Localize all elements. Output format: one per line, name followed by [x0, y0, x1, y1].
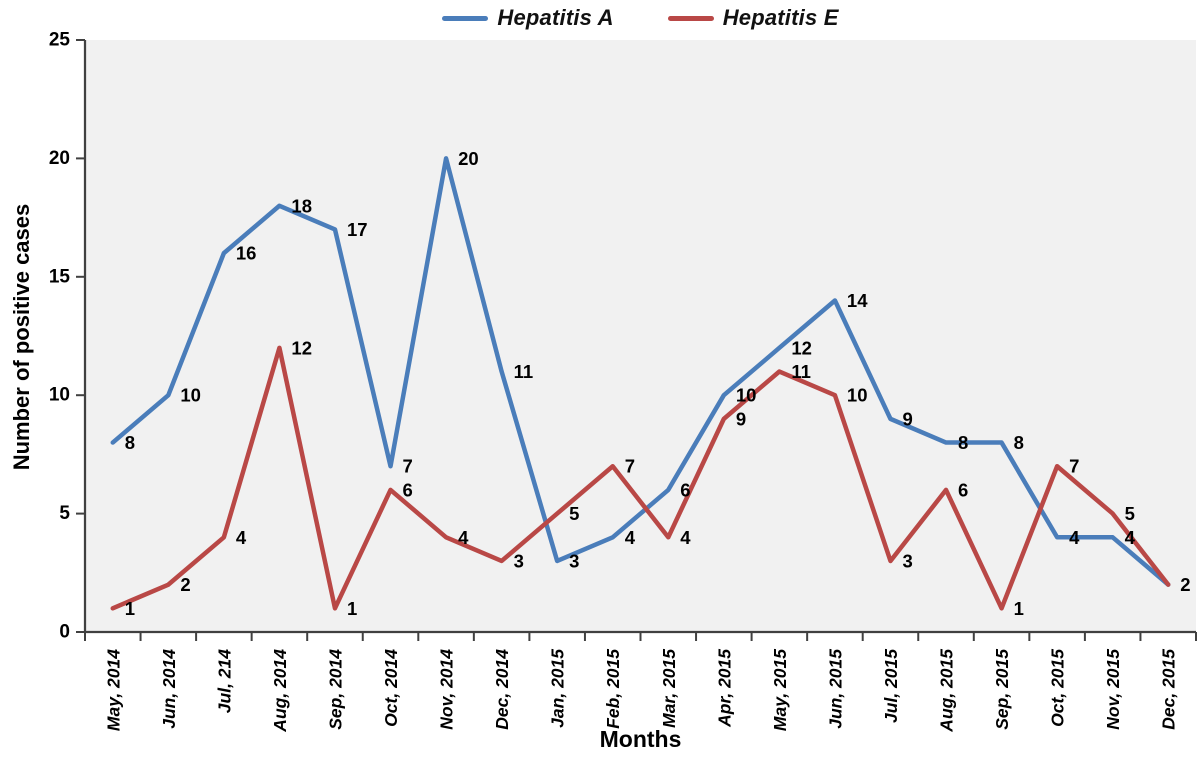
svg-text:Nov, 2015: Nov, 2015 — [1103, 649, 1123, 730]
svg-text:14: 14 — [847, 290, 868, 311]
svg-text:10: 10 — [180, 385, 201, 406]
svg-text:3: 3 — [514, 550, 524, 571]
svg-text:Oct, 2014: Oct, 2014 — [381, 649, 401, 727]
plot-background — [85, 40, 1196, 632]
svg-text:12: 12 — [291, 337, 312, 358]
svg-text:5: 5 — [59, 503, 70, 524]
svg-text:10: 10 — [49, 385, 70, 406]
svg-text:Sep, 2015: Sep, 2015 — [992, 649, 1012, 730]
svg-text:16: 16 — [236, 243, 257, 264]
x-axis-ticks — [84, 632, 1197, 641]
svg-text:4: 4 — [458, 527, 469, 548]
svg-text:Jun, 2015: Jun, 2015 — [825, 649, 845, 729]
svg-text:Mar, 2015: Mar, 2015 — [659, 649, 679, 728]
legend-item-hepatitis-e: Hepatitis E — [667, 5, 839, 31]
series-line-0 — [110, 156, 1171, 587]
svg-text:2: 2 — [1180, 574, 1190, 595]
svg-text:7: 7 — [403, 456, 413, 477]
svg-text:15: 15 — [49, 266, 71, 287]
svg-text:5: 5 — [1125, 503, 1135, 524]
svg-text:11: 11 — [791, 361, 811, 382]
svg-text:4: 4 — [625, 527, 636, 548]
svg-text:1: 1 — [125, 598, 135, 619]
svg-text:7: 7 — [1069, 456, 1079, 477]
svg-text:Dec, 2015: Dec, 2015 — [1159, 649, 1179, 730]
svg-text:Jul, 2015: Jul, 2015 — [881, 649, 901, 723]
svg-text:1: 1 — [347, 598, 357, 619]
svg-text:Jun, 2014: Jun, 2014 — [159, 649, 179, 729]
hepatitis-a-line-swatch — [442, 15, 489, 21]
svg-text:8: 8 — [958, 432, 968, 453]
svg-text:2: 2 — [180, 574, 190, 595]
series-data-labels-0: 8 10 16 18 17 7 20 11 3 4 6 10 12 14 9 8 8 4 4 2 — [125, 148, 1191, 595]
svg-text:17: 17 — [347, 219, 368, 240]
svg-text:Jan, 2015: Jan, 2015 — [548, 649, 568, 728]
legend-label-hepatitis-e: Hepatitis E — [722, 5, 839, 30]
x-axis-title: Months — [599, 726, 682, 752]
svg-text:6: 6 — [958, 479, 968, 500]
svg-text:0: 0 — [59, 622, 70, 643]
svg-text:Sep, 2014: Sep, 2014 — [325, 649, 345, 730]
svg-text:4: 4 — [680, 527, 691, 548]
svg-text:Apr, 2015: Apr, 2015 — [714, 649, 734, 728]
svg-text:Aug, 2015: Aug, 2015 — [937, 649, 957, 733]
chart-legend: Hepatitis A Hepatitis E — [85, 2, 1196, 34]
svg-text:6: 6 — [680, 479, 690, 500]
svg-text:Jul, 214: Jul, 214 — [214, 649, 234, 713]
svg-text:7: 7 — [625, 456, 635, 477]
svg-text:20: 20 — [458, 148, 479, 169]
svg-text:3: 3 — [569, 550, 579, 571]
y-axis-title: Number of positive cases — [9, 203, 34, 471]
hepatitis-e-line-swatch — [667, 15, 714, 21]
x-axis-labels: May, 2014 Jun, 2014 Jul, 214 Aug, 2014 Sep, … — [103, 649, 1178, 733]
svg-text:Oct, 2015: Oct, 2015 — [1048, 649, 1068, 727]
series-line-1 — [110, 345, 1171, 611]
svg-text:6: 6 — [403, 479, 413, 500]
svg-text:9: 9 — [902, 408, 912, 429]
svg-text:Dec, 2014: Dec, 2014 — [492, 649, 512, 730]
svg-text:10: 10 — [736, 385, 757, 406]
svg-text:May, 2015: May, 2015 — [770, 649, 790, 731]
svg-text:5: 5 — [569, 503, 579, 524]
legend-item-hepatitis-a: Hepatitis A — [442, 5, 613, 31]
svg-text:25: 25 — [49, 30, 71, 51]
svg-text:4: 4 — [236, 527, 247, 548]
svg-text:Nov, 2014: Nov, 2014 — [437, 649, 457, 730]
svg-text:10: 10 — [847, 385, 868, 406]
svg-text:Feb, 2015: Feb, 2015 — [603, 649, 623, 729]
svg-text:3: 3 — [902, 550, 912, 571]
svg-text:9: 9 — [736, 408, 746, 429]
svg-text:20: 20 — [49, 148, 70, 169]
svg-text:4: 4 — [1069, 527, 1080, 548]
svg-text:May, 2014: May, 2014 — [103, 649, 123, 731]
svg-text:4: 4 — [1125, 527, 1136, 548]
svg-text:12: 12 — [791, 337, 812, 358]
legend-label-hepatitis-a: Hepatitis A — [497, 5, 614, 30]
y-axis-ticks: 0 5 10 15 20 25 — [49, 30, 85, 643]
svg-text:18: 18 — [291, 195, 312, 216]
svg-text:8: 8 — [125, 432, 135, 453]
svg-text:8: 8 — [1014, 432, 1024, 453]
svg-text:Aug, 2014: Aug, 2014 — [270, 649, 290, 733]
svg-text:1: 1 — [1014, 598, 1024, 619]
svg-text:11: 11 — [514, 361, 534, 382]
